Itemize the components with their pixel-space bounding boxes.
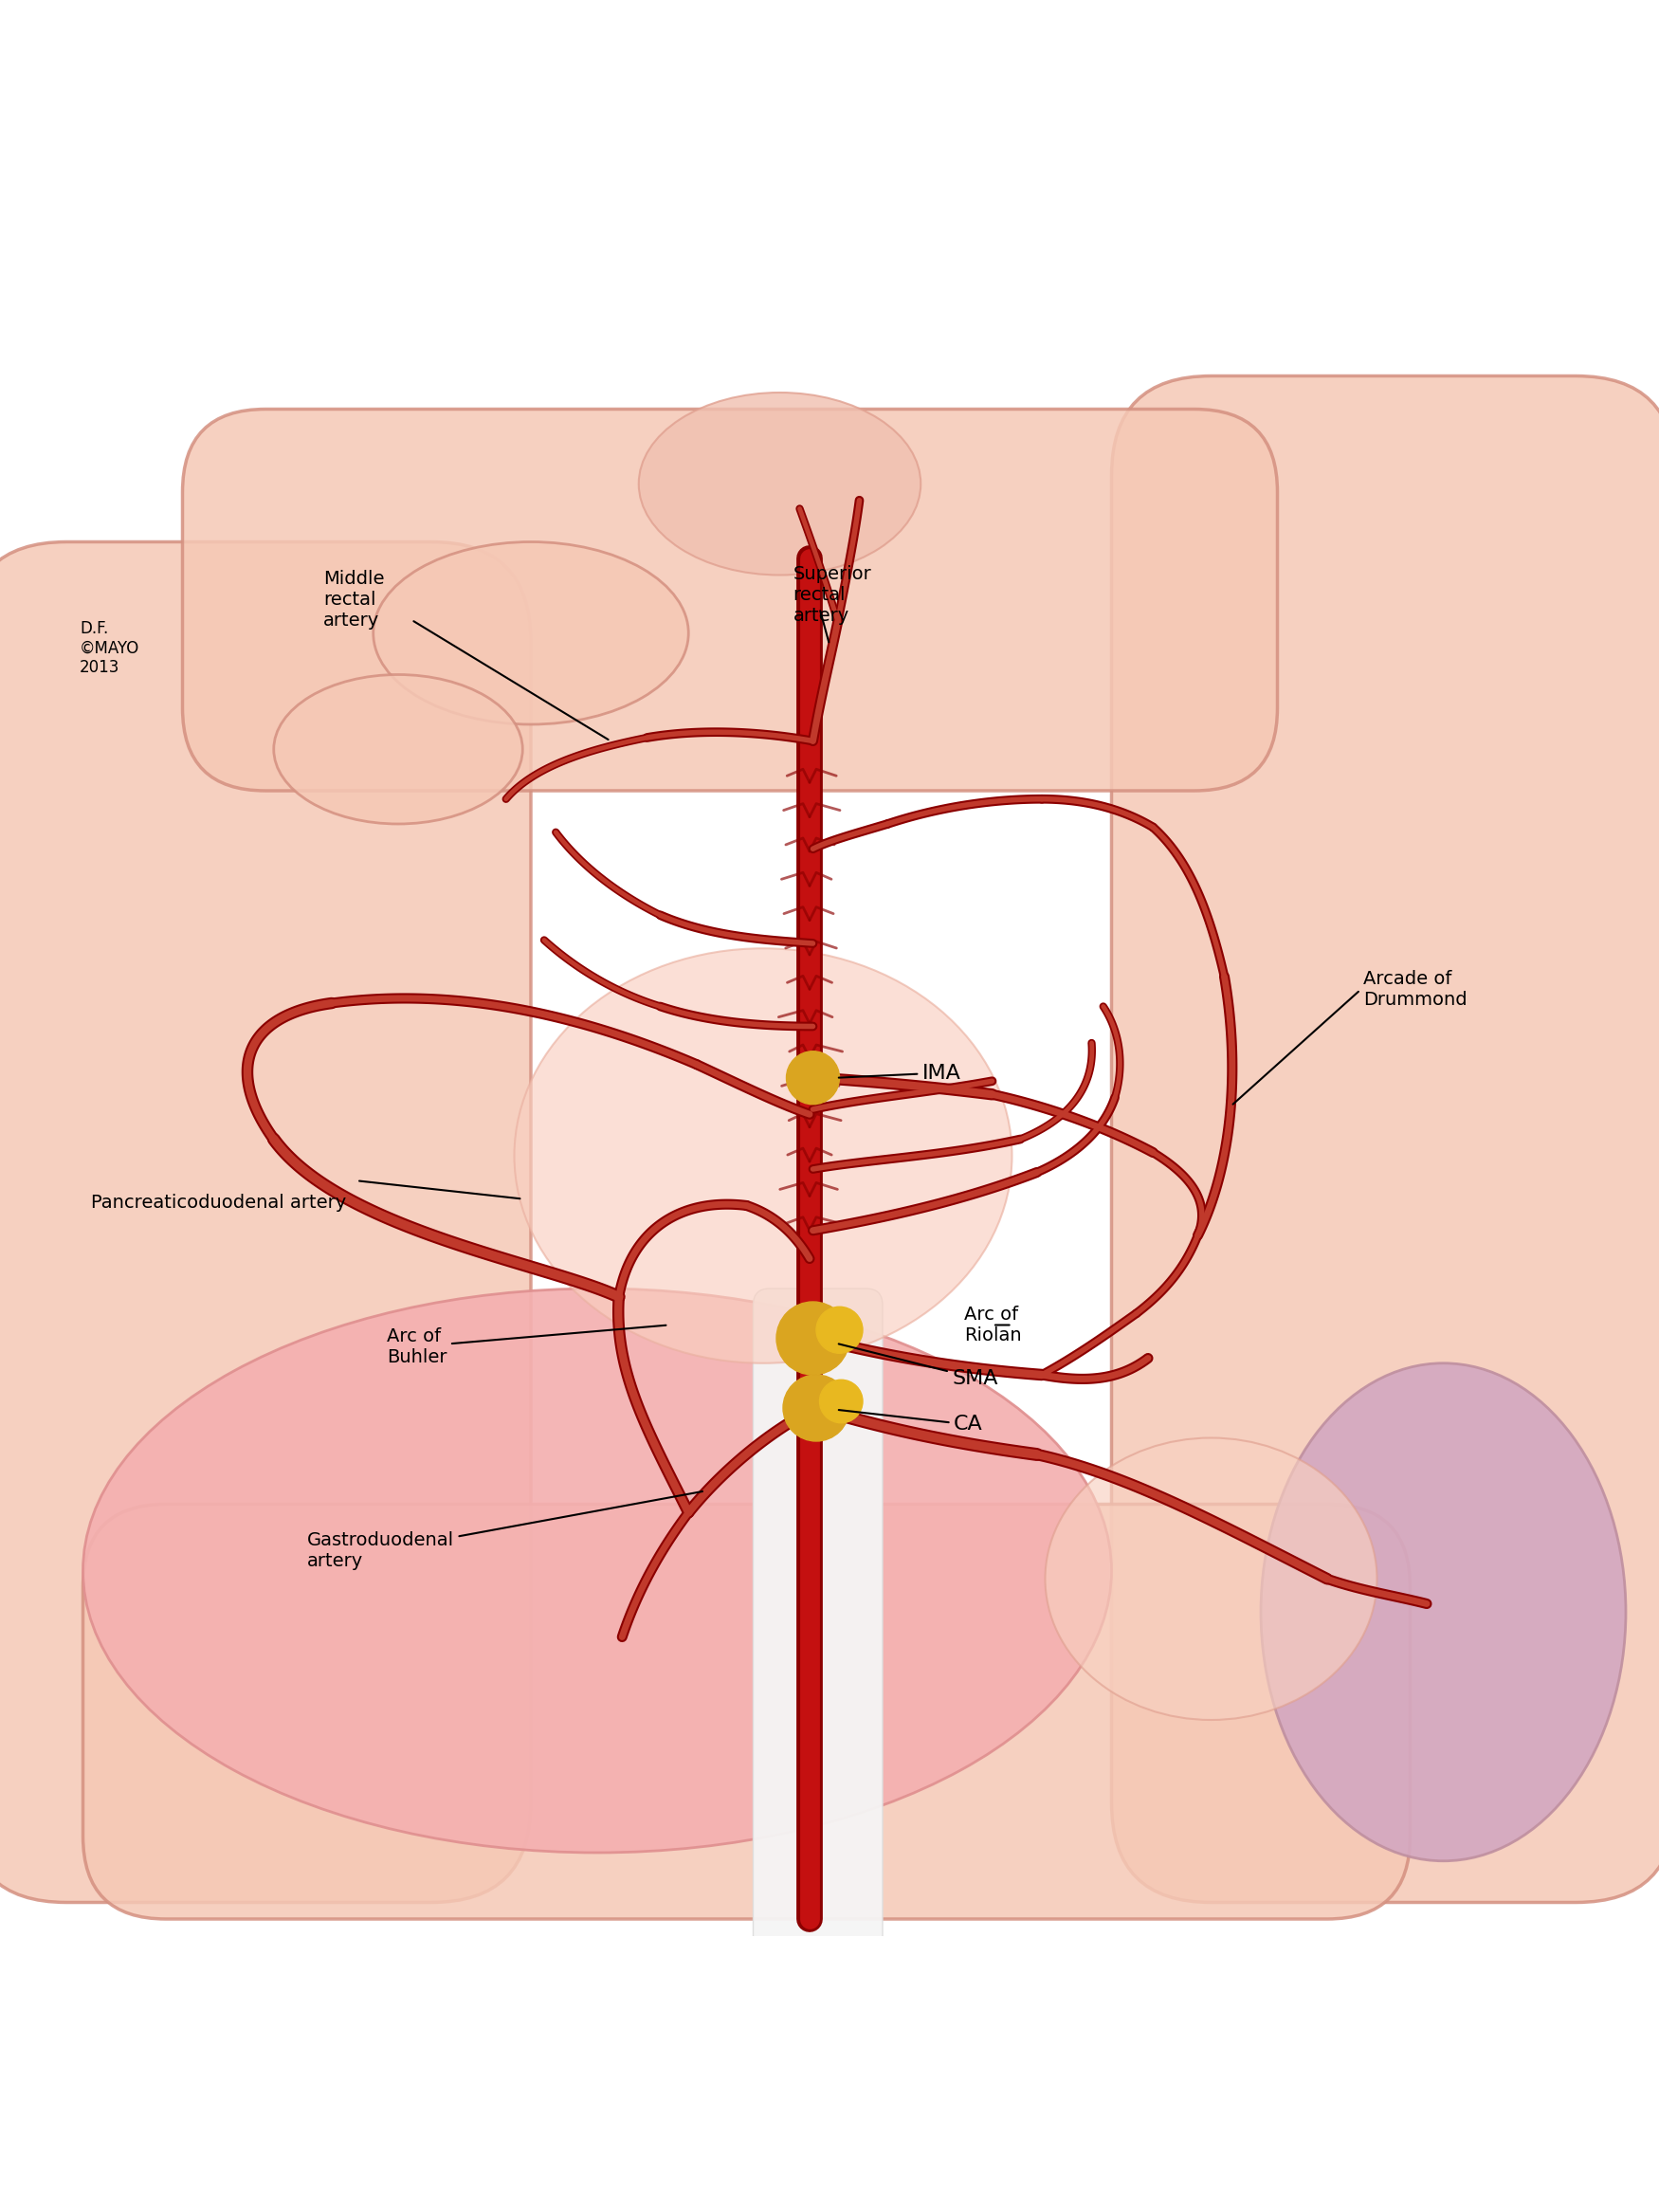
FancyBboxPatch shape bbox=[182, 409, 1277, 790]
Ellipse shape bbox=[514, 949, 1012, 1363]
Text: Gastroduodenal
artery: Gastroduodenal artery bbox=[307, 1491, 702, 1571]
Circle shape bbox=[816, 1307, 863, 1354]
Text: Arc of
Riolan: Arc of Riolan bbox=[964, 1305, 1022, 1345]
Text: Middle
rectal
artery: Middle rectal artery bbox=[324, 571, 385, 630]
Circle shape bbox=[776, 1303, 849, 1376]
Circle shape bbox=[786, 1051, 839, 1104]
FancyBboxPatch shape bbox=[1112, 376, 1659, 1902]
Ellipse shape bbox=[83, 1290, 1112, 1854]
Text: IMA: IMA bbox=[839, 1064, 961, 1082]
Ellipse shape bbox=[1261, 1363, 1626, 1860]
Ellipse shape bbox=[373, 542, 688, 723]
Text: CA: CA bbox=[839, 1409, 984, 1433]
Text: Arcade of
Drummond: Arcade of Drummond bbox=[1364, 971, 1468, 1009]
FancyBboxPatch shape bbox=[753, 1290, 883, 1953]
Text: SMA: SMA bbox=[839, 1345, 999, 1387]
Circle shape bbox=[783, 1376, 849, 1442]
Ellipse shape bbox=[639, 392, 921, 575]
Circle shape bbox=[820, 1380, 863, 1422]
Text: Superior
rectal
artery: Superior rectal artery bbox=[793, 564, 871, 624]
FancyBboxPatch shape bbox=[0, 542, 531, 1902]
Text: Arc of
Buhler: Arc of Buhler bbox=[387, 1325, 665, 1367]
Ellipse shape bbox=[274, 675, 523, 823]
Text: D.F.
©MAYO
2013: D.F. ©MAYO 2013 bbox=[80, 619, 139, 677]
Ellipse shape bbox=[1045, 1438, 1377, 1721]
Text: Pancreaticoduodenal artery: Pancreaticoduodenal artery bbox=[91, 1192, 347, 1212]
FancyBboxPatch shape bbox=[83, 1504, 1410, 1920]
